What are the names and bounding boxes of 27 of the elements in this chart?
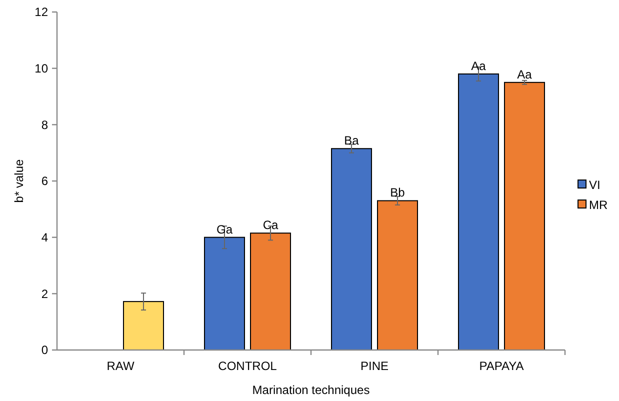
bar	[331, 148, 372, 350]
y-tick-label: 0	[41, 343, 48, 358]
x-tick-label: PAPAYA	[479, 359, 524, 373]
data-label: Aa	[517, 67, 532, 82]
data-label: Aa	[471, 58, 486, 73]
y-tick-label: 6	[41, 174, 48, 188]
data-label: Bb	[390, 186, 406, 200]
bar	[504, 82, 545, 350]
x-tick-label: PINE	[360, 359, 389, 373]
y-tick-label: 8	[41, 118, 48, 132]
legend-label: MR	[589, 198, 608, 212]
y-tick-label: 10	[34, 62, 48, 76]
bar	[123, 301, 164, 350]
y-axis-title: b* value	[12, 158, 26, 203]
legend-label: VI	[589, 178, 600, 192]
x-tick-label: CONTROL	[218, 359, 278, 373]
y-tick-label: 2	[41, 286, 48, 301]
x-axis-title: Marination techniques	[252, 383, 370, 397]
data-label: Ba	[344, 134, 360, 148]
y-tick-label: 12	[34, 5, 48, 20]
bar	[250, 232, 291, 350]
bar	[458, 73, 499, 350]
data-label: Ca	[262, 218, 278, 232]
bar	[377, 200, 418, 350]
bar	[204, 236, 245, 350]
y-tick-label: 4	[41, 230, 48, 245]
x-tick-label: RAW	[106, 359, 135, 373]
